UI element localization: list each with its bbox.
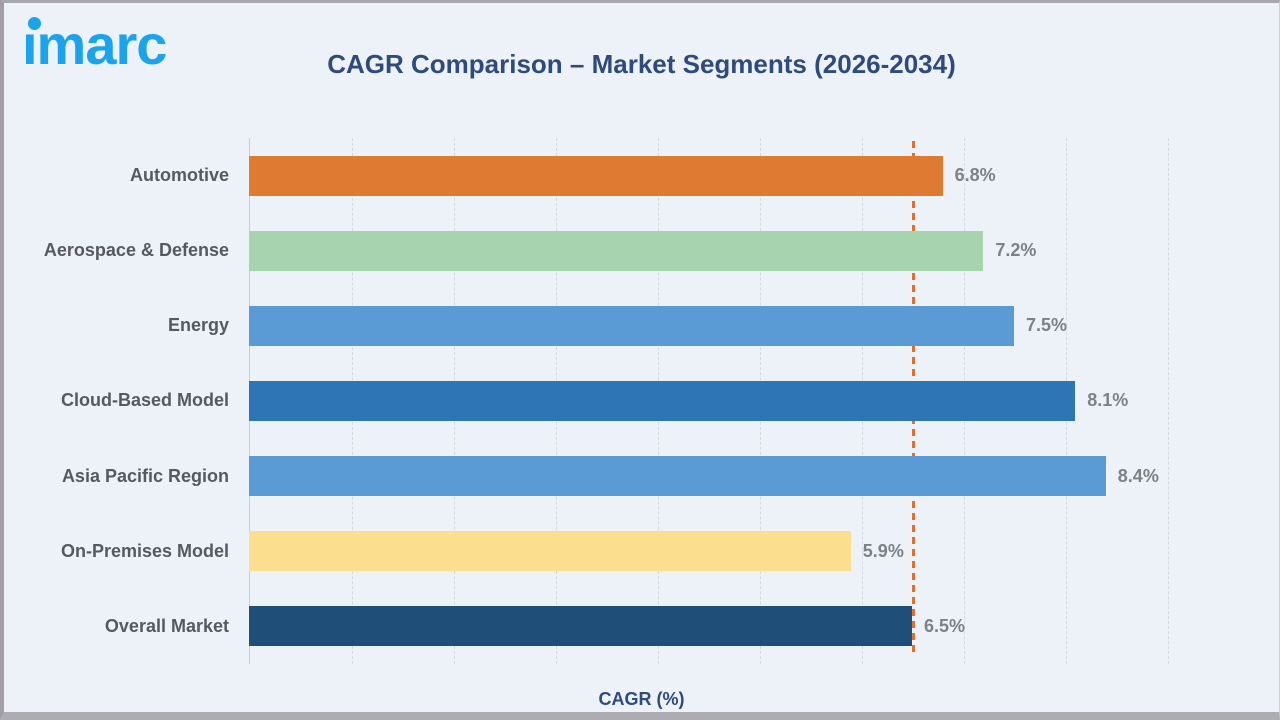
value-label: 5.9% bbox=[862, 540, 904, 561]
category-label: Cloud-Based Model bbox=[60, 390, 229, 411]
bar bbox=[249, 230, 984, 271]
bar bbox=[249, 305, 1014, 346]
bar-row: Overall Market 6.5% bbox=[4, 589, 1279, 664]
bar-row: Aerospace & Defense 7.2% bbox=[4, 213, 1279, 288]
logo-text: ımarc bbox=[22, 13, 167, 76]
category-label: Aerospace & Defense bbox=[43, 240, 229, 261]
category-label: Asia Pacific Region bbox=[61, 465, 229, 486]
gridline bbox=[1168, 138, 1169, 664]
x-axis-label: CAGR (%) bbox=[598, 689, 685, 709]
chart-body: Automotive 6.8% Aerospace & Defense 7.2%… bbox=[4, 138, 1279, 664]
bar bbox=[249, 456, 1106, 497]
category-label: Automotive bbox=[130, 165, 229, 186]
value-label: 8.1% bbox=[1087, 390, 1129, 411]
bar-row: Energy 7.5% bbox=[4, 288, 1279, 363]
bar bbox=[249, 531, 851, 572]
bar bbox=[249, 606, 912, 647]
bar bbox=[249, 155, 943, 196]
bar-row: On-Premises Model 5.9% bbox=[4, 514, 1279, 589]
bar-rows: Automotive 6.8% Aerospace & Defense 7.2%… bbox=[4, 138, 1279, 664]
value-label: 7.5% bbox=[1026, 315, 1068, 336]
chart-title: CAGR Comparison – Market Segments (2026-… bbox=[327, 49, 956, 79]
value-label: 8.4% bbox=[1117, 465, 1159, 486]
value-label: 6.5% bbox=[924, 615, 966, 636]
value-label: 7.2% bbox=[995, 240, 1037, 261]
bar-row: Asia Pacific Region 8.4% bbox=[4, 439, 1279, 514]
bar-row: Cloud-Based Model 8.1% bbox=[4, 363, 1279, 438]
category-label: Energy bbox=[167, 315, 229, 336]
bar bbox=[249, 380, 1076, 421]
imarc-logo: ımarc bbox=[22, 17, 167, 73]
category-label: Overall Market bbox=[104, 615, 229, 636]
bar-row: Automotive 6.8% bbox=[4, 138, 1279, 213]
value-label: 6.8% bbox=[954, 165, 996, 186]
logo-i-dot-icon bbox=[28, 17, 41, 30]
category-label: On-Premises Model bbox=[60, 540, 229, 561]
